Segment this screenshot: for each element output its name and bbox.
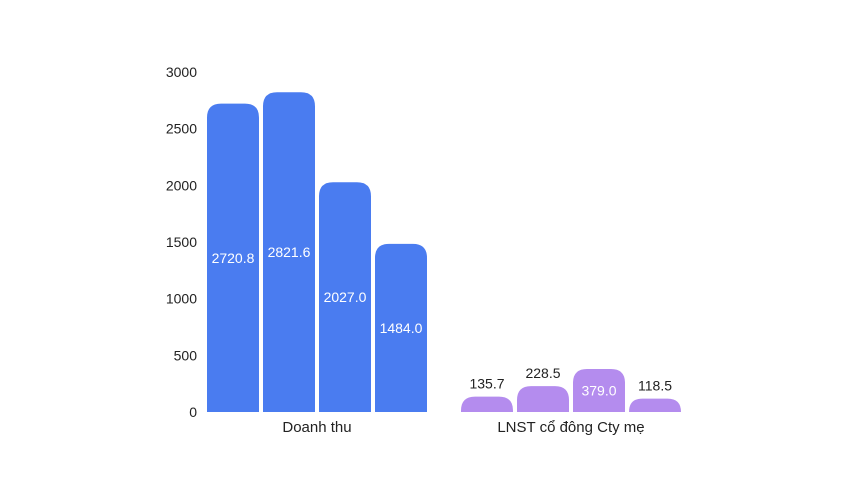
- bar-series-0-0: [207, 103, 259, 412]
- bar-label-series-1-0: 135.7: [469, 376, 504, 392]
- category-labels: Doanh thu LNST cổ đông Cty mẹ: [282, 419, 644, 436]
- bar-label-series-0-0: 2720.8: [212, 250, 255, 266]
- y-tick-label-3: 1500: [166, 234, 197, 250]
- bar-series-0-3: [375, 243, 427, 412]
- category-label-1: LNST cổ đông Cty mẹ: [497, 419, 644, 436]
- bar-series-0-1: [263, 92, 315, 413]
- bar-label-series-0-3: 1484.0: [380, 320, 423, 336]
- bar-label-series-1-1: 228.5: [525, 365, 560, 381]
- bar-label-series-1-2: 379.0: [581, 383, 616, 399]
- y-tick-label-0: 0: [189, 404, 197, 420]
- bar-label-series-0-2: 2027.0: [324, 289, 367, 305]
- bar-label-series-1-3: 118.5: [638, 378, 672, 394]
- y-tick-label-4: 2000: [166, 177, 197, 193]
- y-tick-label-2: 1000: [166, 291, 197, 307]
- category-label-0: Doanh thu: [282, 419, 351, 436]
- y-tick-label-5: 2500: [166, 121, 197, 137]
- y-tick-label-6: 3000: [166, 64, 197, 80]
- bar-labels: 2720.8 2821.6 2027.0 1484.0 135.7 228.5 379.0 1…: [212, 244, 673, 398]
- bar-label-series-0-1: 2821.6: [268, 244, 311, 260]
- y-tick-label-1: 500: [174, 347, 198, 363]
- bar-series-1-3: [629, 398, 681, 412]
- y-axis: 0 500 1000 1500 2000 2500 3000: [166, 64, 197, 420]
- bar-series-1-0: [461, 396, 513, 412]
- bar-series-1-1: [517, 386, 569, 412]
- bar-series-1-2: [573, 369, 625, 412]
- bar-series-0-2: [319, 182, 371, 412]
- bars: [207, 92, 681, 413]
